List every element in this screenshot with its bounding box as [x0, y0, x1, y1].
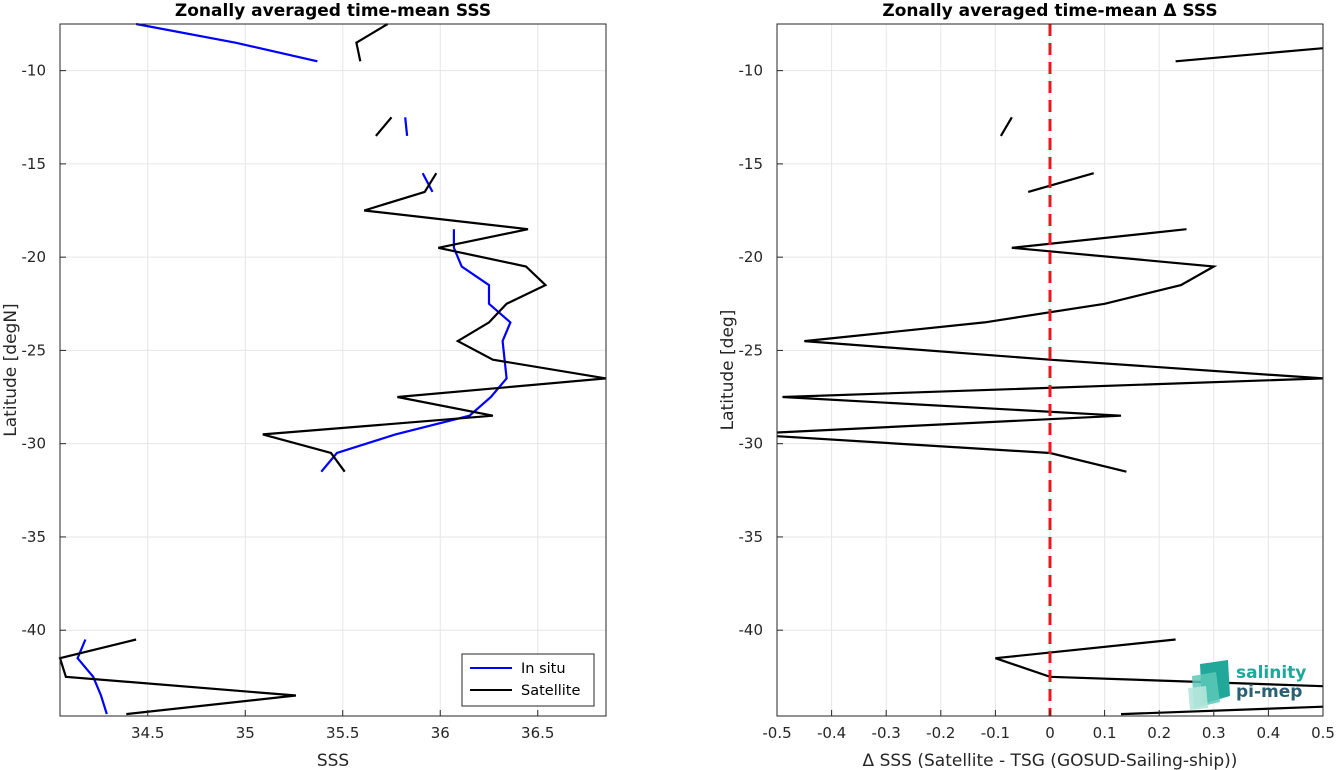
sss-plot-area [60, 24, 606, 716]
x-tick-label: 35 [236, 724, 255, 742]
x-tick-label: 34.5 [131, 724, 164, 742]
series-line-in-situ [135, 22, 318, 63]
y-tick-label: -40 [739, 621, 764, 639]
y-tick-label: -25 [739, 341, 764, 359]
series-line-satellite [375, 116, 393, 137]
series-line-in-situ [76, 639, 108, 715]
series-line-delta [1120, 705, 1324, 716]
sss-gridlines [60, 24, 606, 716]
x-tick-label: 0.4 [1256, 724, 1280, 742]
x-tick-label: -0.5 [762, 724, 791, 742]
legend-in-situ-label: In situ [521, 661, 566, 677]
y-tick-label: -20 [739, 248, 764, 266]
y-tick-label: -15 [22, 155, 47, 173]
series-line-in-situ [404, 117, 409, 137]
legend-satellite-label: Satellite [521, 683, 580, 699]
delta-sss-panel-title: Zonally averaged time-mean Δ SSS [882, 1, 1217, 21]
sss-legend: In situ Satellite [461, 653, 595, 707]
series-line-in-situ [320, 229, 512, 473]
sss-ticks: 34.5 35 35.5 36 36.5 -10 -15 -20 -25 -30 -35 -40 [22, 62, 555, 742]
y-tick-label: -35 [739, 528, 764, 546]
sss-series-lines [58, 22, 607, 716]
x-tick-label: -0.2 [926, 724, 955, 742]
logo-text-salinity: salinity [1236, 663, 1306, 683]
salinity-pi-mep-logo: salinity pi-mep [1188, 660, 1306, 710]
x-tick-label: 36 [431, 724, 450, 742]
sss-x-axis-label: SSS [317, 751, 349, 770]
y-tick-label: -20 [22, 248, 47, 266]
y-tick-label: -15 [739, 155, 764, 173]
logo-icon [1188, 660, 1230, 710]
y-tick-label: -40 [22, 621, 47, 639]
y-tick-label: -10 [22, 62, 47, 80]
x-tick-label: 0 [1045, 724, 1055, 742]
sss-panel-title: Zonally averaged time-mean SSS [175, 1, 491, 21]
y-tick-label: -10 [739, 62, 764, 80]
series-line-satellite [262, 172, 607, 473]
x-tick-label: -0.1 [981, 724, 1010, 742]
series-line-delta [1175, 47, 1324, 63]
legend-box [461, 653, 595, 707]
series-line-delta [1027, 172, 1095, 193]
delta-sss-panel: Zonally averaged time-mean Δ SSS -0.5 -0.… [718, 1, 1335, 770]
delta-sss-series-lines [776, 47, 1324, 716]
y-tick-label: -30 [739, 435, 764, 453]
delta-sss-ticks: -0.5 -0.4 -0.3 -0.2 -0.1 0 0.1 0.2 0.3 0.4 0.5 -10 -… [739, 62, 1335, 742]
x-tick-label: 35.5 [326, 724, 359, 742]
x-tick-label: 0.5 [1311, 724, 1335, 742]
delta-sss-x-axis-label: Δ SSS (Satellite - TSG (GOSUD-Sailing-sh… [863, 751, 1238, 770]
y-tick-label: -35 [22, 528, 47, 546]
y-tick-label: -30 [22, 435, 47, 453]
x-tick-label: -0.3 [872, 724, 901, 742]
series-line-satellite [58, 638, 297, 716]
x-tick-label: 0.3 [1202, 724, 1226, 742]
series-line-delta [999, 116, 1013, 137]
x-tick-label: 0.1 [1093, 724, 1117, 742]
series-line-delta [776, 228, 1324, 434]
x-tick-label: -0.4 [817, 724, 846, 742]
series-line-satellite [355, 23, 389, 62]
x-tick-label: 36.5 [521, 724, 554, 742]
sss-axes-box [59, 23, 607, 717]
sss-y-axis-label: Latitude [degN] [1, 303, 21, 436]
delta-sss-y-axis-label: Latitude [deg] [718, 310, 738, 431]
series-line-in-situ [421, 172, 434, 193]
y-tick-label: -25 [22, 341, 47, 359]
series-line-delta [995, 638, 1324, 688]
x-tick-label: 0.2 [1147, 724, 1171, 742]
sss-panel: Zonally averaged time-mean SSS 34.5 35 35.… [1, 1, 607, 770]
logo-text-pi-mep: pi-mep [1236, 682, 1302, 702]
